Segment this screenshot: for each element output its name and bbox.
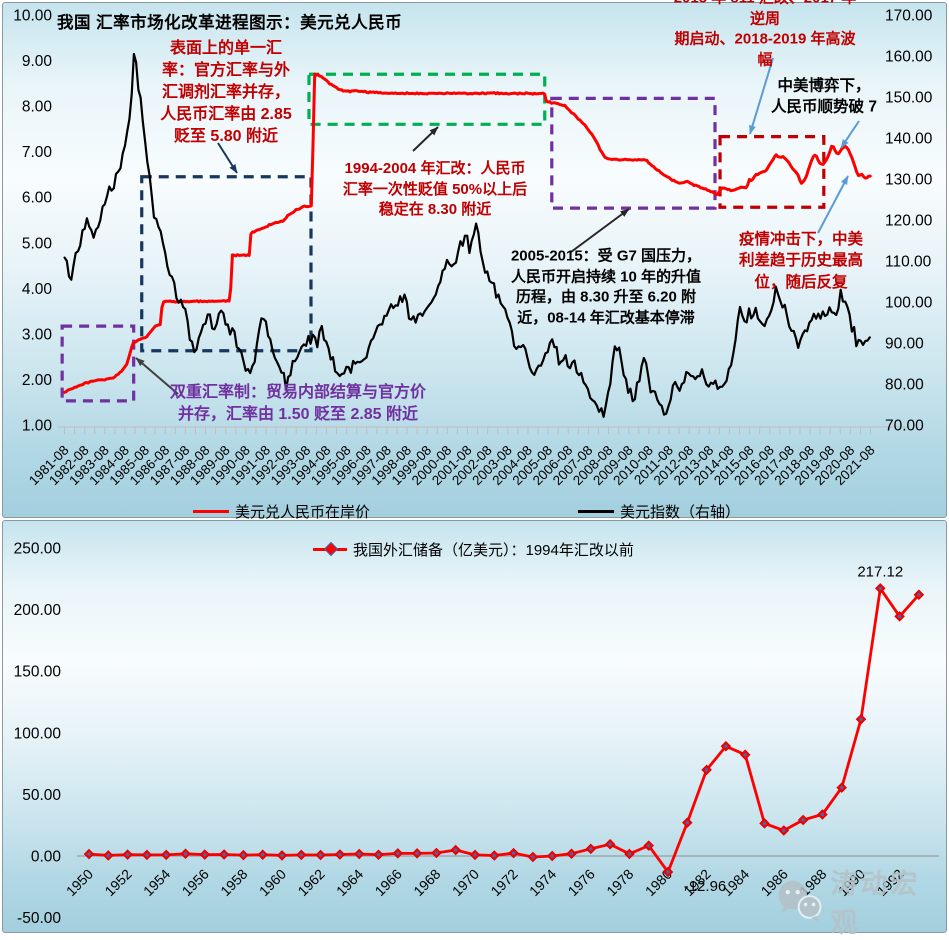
annotation-2005-2015-appreciation: 2005-2015：受 G7 国压力， 人民币开启持续 10 年的升值 历程，由… xyxy=(510,247,702,327)
left-axis-label: 4.00 xyxy=(22,281,53,298)
annotation-arrow xyxy=(570,208,630,253)
legend-usd-index-label: 美元指数（右轴） xyxy=(620,504,741,521)
annotation-covid-rate-gap: 疫情冲击下，中美 利差趋于历史最高 位，随后反复 xyxy=(738,230,864,291)
left-axis-label: 8.00 xyxy=(22,99,53,116)
data-label: -12.96 xyxy=(684,878,727,895)
left-axis-label: 9.00 xyxy=(22,53,53,70)
x-tick-label: 1970 xyxy=(449,866,482,899)
legend-usdcny-label: 美元兑人民币在岸价 xyxy=(235,504,371,521)
left-axis-label: 1.00 xyxy=(22,418,53,435)
x-tick-label: 1968 xyxy=(410,866,443,899)
right-axis-label: 90.00 xyxy=(885,336,924,353)
legend-diamond-marker xyxy=(323,542,339,557)
data-labels: 217.12 -12.96 xyxy=(684,563,904,895)
bottom-chart-canvas: 250.00200.00150.00100.0050.000.00-50.001… xyxy=(14,540,939,927)
top-chart-canvas: 1.00 2.00 3.00 4.00 5.00 6.00 7.00 8.00 9.00 10.0… xyxy=(13,7,933,489)
x-axis-labels: 1981-081982-081983-081984-081985-081986-… xyxy=(26,443,878,489)
x-tick-label: 1974 xyxy=(526,866,559,899)
right-axis-label: 160.00 xyxy=(885,49,933,66)
legend-usdcny: 美元兑人民币在岸价 xyxy=(193,501,370,522)
top-chart-panel: 1.00 2.00 3.00 4.00 5.00 6.00 7.00 8.00 9.00 10.0… xyxy=(2,2,947,518)
x-tick-label: 1976 xyxy=(565,866,598,899)
right-axis-label: 120.00 xyxy=(885,213,933,230)
watermark: 涛动宏观 xyxy=(774,862,949,940)
x-tick-label: 1956 xyxy=(179,866,212,899)
left-axis-label: 2.00 xyxy=(22,372,53,389)
annotation-arrow xyxy=(412,126,439,152)
right-axis-label: 170.00 xyxy=(885,8,933,25)
right-axis-label: 110.00 xyxy=(885,254,932,271)
x-tick-label: 1978 xyxy=(603,866,636,899)
legend-fx-reserves: 我国外汇储备（亿美元）：1994年汇改以前 xyxy=(313,539,634,560)
annotation-arrow xyxy=(217,142,238,174)
right-axis-label: 80.00 xyxy=(885,377,924,394)
annotation-arrow xyxy=(749,57,774,135)
y-axis-label: 250.00 xyxy=(14,540,62,557)
dashed-period-box xyxy=(718,135,826,209)
x-tick-label: 1950 xyxy=(63,866,96,899)
x-tick-label: 1960 xyxy=(256,866,289,899)
usd-index-line xyxy=(63,52,871,418)
annotation-single-rate-period: 表面上的单一汇 率：官方汇率与外 汇调剂汇率并存， 人民币汇率由 2.85 贬至… xyxy=(160,39,292,146)
legend-usd-index: 美元指数（右轴） xyxy=(578,501,740,522)
bottom-chart-panel: 250.00 200.00 150.00 100.00 50.00 0.00 -50.00 1… xyxy=(2,520,947,933)
right-axis-label: 100.00 xyxy=(885,295,933,312)
dashed-period-box xyxy=(60,324,136,403)
x-tick-label: 1962 xyxy=(294,866,327,899)
y-axis-label: 100.00 xyxy=(14,725,62,742)
x-axis xyxy=(57,426,907,434)
annotation-arrow xyxy=(840,120,860,149)
y-axis-label: 0.00 xyxy=(31,849,62,866)
annotation-arrow xyxy=(817,175,849,234)
left-axis-label: 10.00 xyxy=(13,7,52,24)
data-label: 217.12 xyxy=(857,563,903,580)
usdcny-line xyxy=(63,72,872,394)
annotation-dual-rate-system: 双重汇率制：贸易内部结算与官方价 并存，汇率由 1.50 贬至 2.85 附近 xyxy=(169,383,427,423)
wechat-icon xyxy=(778,880,822,922)
top-chart-title: 我国 汇率市场化改革进程图示：美元兑人民币 xyxy=(57,14,403,32)
y-axis-label: 150.00 xyxy=(14,664,62,681)
left-axis-label: 6.00 xyxy=(22,190,53,207)
x-tick-label: 1972 xyxy=(487,866,520,899)
reserves-markers xyxy=(83,583,925,878)
dashed-period-box xyxy=(140,175,313,353)
left-axis-label: 7.00 xyxy=(22,144,53,161)
right-axis-label: 150.00 xyxy=(885,90,933,107)
annotation-break-7: 中美博弈下， 人民币顺势破 7 xyxy=(771,77,877,116)
dashed-period-box xyxy=(307,72,547,126)
legend-fx-reserves-swatch xyxy=(313,542,347,557)
y-axis-label: 200.00 xyxy=(14,602,62,619)
reserves-line xyxy=(88,587,920,874)
legend-usd-index-swatch xyxy=(578,510,614,513)
y-axis-labels: 250.00 200.00 150.00 100.00 50.00 0.00 -50.00 xyxy=(14,540,62,927)
watermark-text: 涛动宏观 xyxy=(830,869,921,938)
x-tick-label: 1952 xyxy=(101,866,134,899)
left-axis-label: 5.00 xyxy=(22,235,53,252)
annotation-1994-reform: 1994-2004 年汇改：人民币 汇率一次性贬值 50%以上后 稳定在 8.3… xyxy=(342,159,528,219)
annotation-arrows xyxy=(135,57,860,395)
right-axis-label: 70.00 xyxy=(885,418,924,435)
x-tick-label: 1954 xyxy=(140,866,173,899)
left-axis-label: 3.00 xyxy=(22,326,53,343)
x-tick-label: 1958 xyxy=(217,866,250,899)
right-axis-label: 130.00 xyxy=(885,172,933,189)
y-axis-label: 50.00 xyxy=(22,787,61,804)
legend-fx-reserves-label: 我国外汇储备（亿美元）：1994年汇改以前 xyxy=(353,542,634,559)
y-axis-label: -50.00 xyxy=(17,910,61,927)
annotation-2015-reform: 2015 年 811 汇改、2017 年逆周 期启动、2018-2019 年高波… xyxy=(674,0,857,69)
right-axis-labels: 70.00 80.00 90.00 100.00 110.00 120.00 130.00 1… xyxy=(885,8,933,435)
x-tick-label: 1966 xyxy=(372,866,405,899)
legend-usdcny-swatch xyxy=(193,510,229,513)
right-axis-label: 140.00 xyxy=(885,131,933,148)
annotation-arrow xyxy=(135,357,179,395)
x-tick-label: 1964 xyxy=(333,866,366,899)
left-axis-labels: 1.00 2.00 3.00 4.00 5.00 6.00 7.00 8.00 9.00 10.0… xyxy=(13,7,52,434)
